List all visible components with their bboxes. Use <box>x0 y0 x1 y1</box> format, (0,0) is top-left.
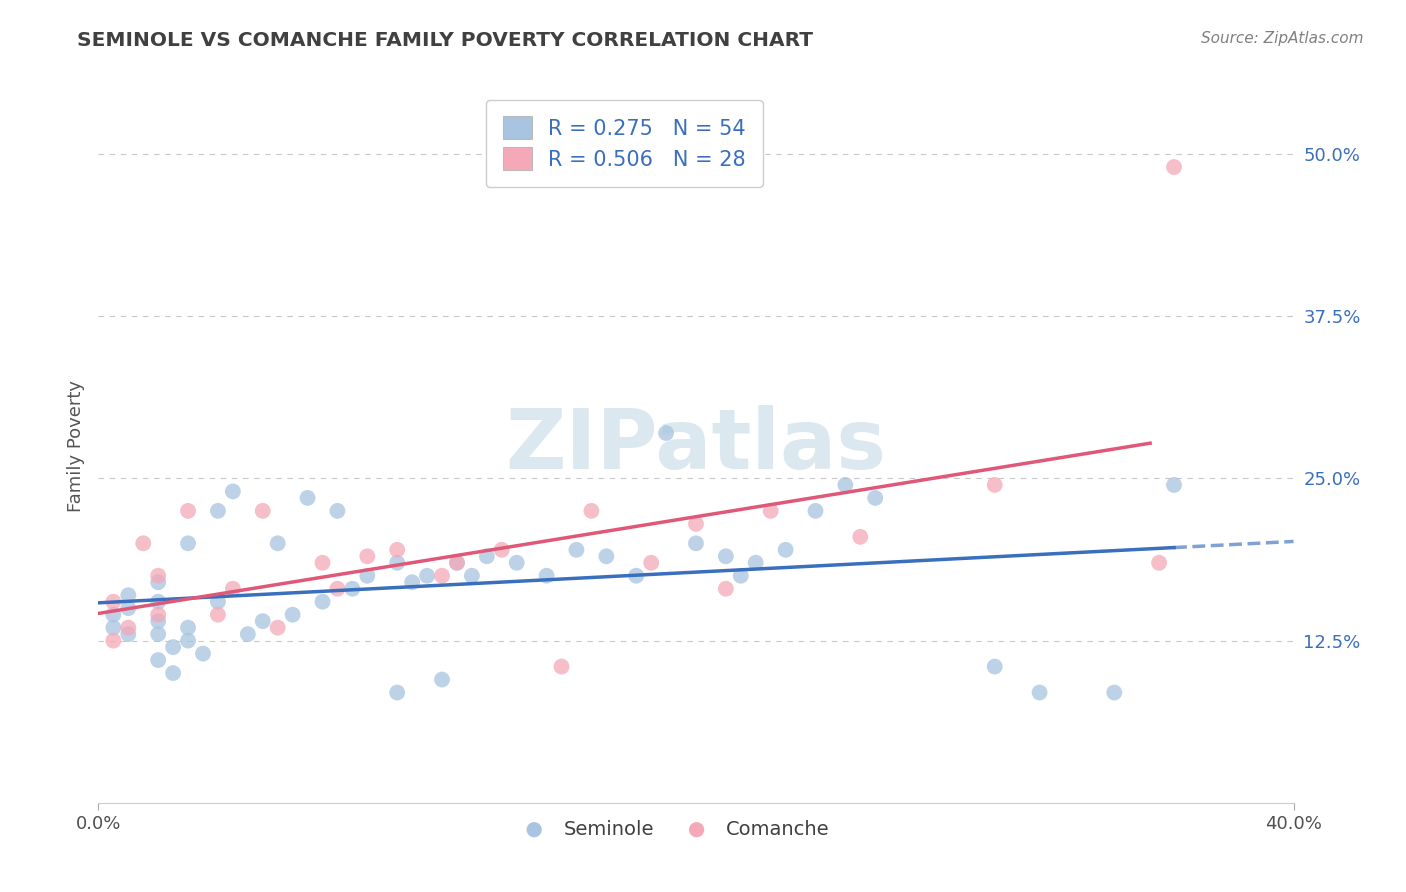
Point <box>148 568 170 582</box>
Point <box>117 621 139 635</box>
Point <box>326 504 349 518</box>
Point <box>1028 685 1050 699</box>
Point <box>506 556 529 570</box>
Text: SEMINOLE VS COMANCHE FAMILY POVERTY CORRELATION CHART: SEMINOLE VS COMANCHE FAMILY POVERTY CORR… <box>77 31 813 50</box>
Point <box>252 504 274 518</box>
Point <box>1147 556 1170 570</box>
Point <box>311 556 333 570</box>
Point <box>416 568 439 582</box>
Point <box>103 621 125 635</box>
Point <box>148 575 170 590</box>
Point <box>117 601 139 615</box>
Point <box>326 582 349 596</box>
Point <box>207 504 229 518</box>
Point <box>385 542 409 557</box>
Point <box>356 568 378 582</box>
Point <box>222 582 245 596</box>
Point <box>626 568 648 582</box>
Point <box>595 549 617 564</box>
Point <box>984 659 1007 673</box>
Point <box>162 640 184 654</box>
Point <box>117 627 139 641</box>
Point <box>446 556 468 570</box>
Point <box>103 633 125 648</box>
Point <box>475 549 498 564</box>
Point <box>342 582 364 596</box>
Point <box>267 621 290 635</box>
Point <box>640 556 662 570</box>
Text: ZIPatlas: ZIPatlas <box>506 406 886 486</box>
Point <box>207 595 229 609</box>
Point <box>834 478 856 492</box>
Y-axis label: Family Poverty: Family Poverty <box>66 380 84 512</box>
Point <box>177 633 200 648</box>
Point <box>745 556 768 570</box>
Point <box>191 647 214 661</box>
Point <box>236 627 259 641</box>
Point <box>775 542 797 557</box>
Point <box>461 568 484 582</box>
Point <box>207 607 229 622</box>
Point <box>804 504 827 518</box>
Point <box>385 556 409 570</box>
Point <box>430 568 453 582</box>
Point <box>401 575 423 590</box>
Point <box>565 542 588 557</box>
Point <box>222 484 245 499</box>
Point <box>536 568 558 582</box>
Point <box>685 536 707 550</box>
Point <box>117 588 139 602</box>
Point <box>759 504 782 518</box>
Point <box>177 504 200 518</box>
Point <box>385 685 409 699</box>
Point <box>550 659 572 673</box>
Point <box>714 582 737 596</box>
Point <box>581 504 603 518</box>
Point <box>849 530 872 544</box>
Legend: Seminole, Comanche: Seminole, Comanche <box>508 812 837 847</box>
Point <box>491 542 513 557</box>
Point <box>730 568 752 582</box>
Point <box>1163 478 1185 492</box>
Point <box>148 627 170 641</box>
Point <box>177 536 200 550</box>
Point <box>446 556 468 570</box>
Point <box>252 614 274 628</box>
Text: Source: ZipAtlas.com: Source: ZipAtlas.com <box>1201 31 1364 46</box>
Point <box>148 607 170 622</box>
Point <box>148 614 170 628</box>
Point <box>103 607 125 622</box>
Point <box>714 549 737 564</box>
Point <box>281 607 304 622</box>
Point <box>655 425 678 440</box>
Point <box>103 595 125 609</box>
Point <box>132 536 155 550</box>
Point <box>162 666 184 681</box>
Point <box>356 549 378 564</box>
Point <box>148 595 170 609</box>
Point <box>1163 160 1185 174</box>
Point <box>297 491 319 505</box>
Point <box>865 491 887 505</box>
Point <box>430 673 453 687</box>
Point <box>311 595 333 609</box>
Point <box>1104 685 1126 699</box>
Point <box>177 621 200 635</box>
Point <box>984 478 1007 492</box>
Point <box>685 516 707 531</box>
Point <box>148 653 170 667</box>
Point <box>267 536 290 550</box>
